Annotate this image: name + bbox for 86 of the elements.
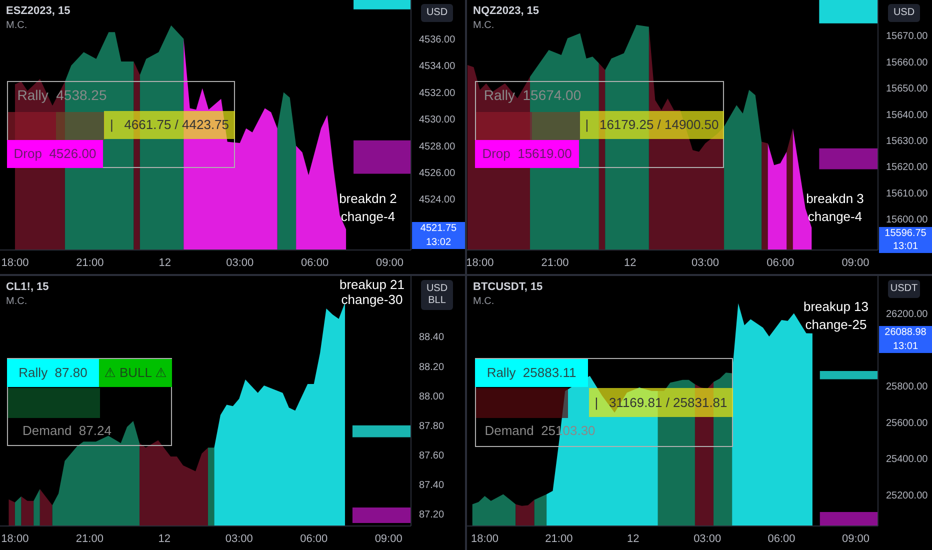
text: 13:01 <box>879 240 932 253</box>
x-tick-label: 06:00 <box>766 256 794 269</box>
annotation: | 16179.25 / 14900.50 <box>580 111 724 139</box>
text: 13:02 <box>412 236 465 249</box>
x-tick-label: 21:00 <box>76 256 104 269</box>
y-tick-label: 15660.00 <box>886 57 928 68</box>
x-tick-label: 12 <box>627 532 640 545</box>
x-tick-label: 21:00 <box>76 532 104 545</box>
x-tick-label: 03:00 <box>226 256 254 269</box>
y-tick-label: 87.20 <box>419 510 444 521</box>
annotation: Drop 4526.00 <box>7 140 103 168</box>
text: 13:01 <box>879 340 932 353</box>
y-tick-label: 4524.00 <box>419 194 456 206</box>
annotation: breakup 13 <box>802 298 870 316</box>
x-tick-label: 12 <box>624 256 636 269</box>
y-tick-label: 87.60 <box>419 450 444 462</box>
x-tick-label: 12 <box>158 532 171 545</box>
x-tick-label: 18:00 <box>1 256 29 269</box>
x-tick-label: 09:00 <box>374 532 402 545</box>
y-tick-label: 15670.00 <box>886 31 928 42</box>
x-tick-label: 03:00 <box>225 532 253 545</box>
y-tick-label: 26200.00 <box>886 308 928 320</box>
y-tick-label: 15600.00 <box>886 214 928 226</box>
y-tick-label: 15630.00 <box>886 136 928 148</box>
y-tick-label: 4526.00 <box>419 168 456 180</box>
text: M.C. <box>473 20 494 31</box>
annotation: breakup 21 <box>338 277 406 292</box>
x-tick-label: 09:00 <box>842 256 870 269</box>
x-tick-label: 09:00 <box>376 256 404 269</box>
y-tick-label: 4534.00 <box>419 61 456 72</box>
text: 26088.98 <box>879 326 932 340</box>
y-tick-label: 25200.00 <box>886 490 928 502</box>
y-tick-label: 87.40 <box>419 480 444 492</box>
y-tick-label: 15620.00 <box>886 162 928 174</box>
x-tick-label: 12 <box>158 256 172 269</box>
y-tick-label: 4528.00 <box>419 141 456 152</box>
y-tick-label: 15650.00 <box>886 84 928 95</box>
y-tick-label: 87.80 <box>419 420 444 432</box>
x-tick-label: 21:00 <box>545 532 573 545</box>
x-tick-label: 03:00 <box>694 532 722 545</box>
x-tick-label: 21:00 <box>541 256 569 269</box>
y-tick-label: 15610.00 <box>886 188 928 200</box>
annotation: | 31169.81 / 25831.81 <box>589 388 733 417</box>
y-axis-title: USD <box>888 4 920 22</box>
annotation: change-4 <box>806 208 864 226</box>
y-tick-label: 4536.00 <box>419 34 456 46</box>
x-tick-label: 03:00 <box>691 256 720 269</box>
x-tick-label: 18:00 <box>470 532 498 545</box>
text: M.C. <box>6 296 28 307</box>
y-tick-label: 25800.00 <box>886 381 928 392</box>
annotation: change-25 <box>804 316 868 334</box>
annotation: breakdn 2 <box>338 190 398 208</box>
y-axis-title: USDT <box>888 280 920 298</box>
y-tick-label: 25400.00 <box>886 454 928 466</box>
y-tick-label: 4530.00 <box>419 114 456 126</box>
y-tick-label: 15640.00 <box>886 110 928 121</box>
annotation: Demand 87.24 <box>22 422 112 440</box>
y-tick-label: 88.00 <box>419 391 444 402</box>
chart-title: CL1!, 15 <box>6 281 49 293</box>
y-tick-label: 88.40 <box>419 332 444 344</box>
text: M.C. <box>6 20 28 31</box>
chart-title: BTCUSDT, 15 <box>473 281 543 293</box>
y-tick-label: 4532.00 <box>419 88 456 99</box>
y-axis-title: USD BLL <box>421 280 453 310</box>
x-tick-label: 06:00 <box>300 532 328 545</box>
annotation: change-30 <box>340 292 404 308</box>
annotation: Rally 87.80 <box>7 359 99 387</box>
x-tick-label: 18:00 <box>466 256 494 269</box>
annotation: ⚠ BULL ⚠ <box>99 359 172 387</box>
text: ESZ2023, 15 <box>6 5 70 17</box>
x-tick-label: 06:00 <box>768 532 796 545</box>
text: 4521.75 <box>412 222 465 236</box>
annotation: Drop 15619.00 <box>475 140 579 168</box>
x-tick-label: 06:00 <box>301 256 329 269</box>
text: M.C. <box>473 296 494 307</box>
annotation: change-4 <box>340 208 396 226</box>
chart-title: NQZ2023, 15 <box>473 5 540 17</box>
annotation: Rally 25883.11 <box>475 359 588 387</box>
y-axis-title: USD <box>421 4 453 22</box>
x-tick-label: 09:00 <box>842 532 870 545</box>
text: 15596.75 <box>879 227 932 240</box>
annotation: breakdn 3 <box>805 190 865 208</box>
y-tick-label: 88.20 <box>419 362 444 373</box>
y-tick-label: 25600.00 <box>886 418 928 429</box>
annotation: | 4661.75 / 4423.75 <box>104 111 235 139</box>
x-tick-label: 18:00 <box>1 532 29 545</box>
